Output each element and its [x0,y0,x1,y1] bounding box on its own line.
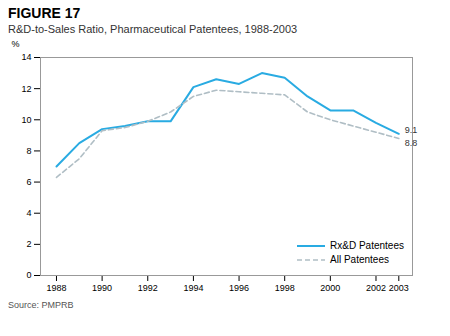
svg-text:9.1: 9.1 [405,125,418,135]
svg-text:6: 6 [26,177,31,187]
svg-text:8: 8 [26,146,31,156]
svg-text:1996: 1996 [229,283,249,293]
svg-text:14: 14 [21,52,31,62]
svg-text:0: 0 [26,270,31,280]
svg-text:2003: 2003 [389,283,409,293]
html-text:R&D-to-Sales Ratio, Pharmaceut: R&D-to-Sales Ratio, Pharmaceutical Paten… [8,23,298,35]
svg-text:12: 12 [21,84,31,94]
svg-text:8.8: 8.8 [405,138,418,148]
svg-text:4: 4 [26,208,31,218]
svg-text:1988: 1988 [46,283,66,293]
svg-text:2000: 2000 [320,283,340,293]
svg-text:2002: 2002 [366,283,386,293]
svg-text:1992: 1992 [138,283,158,293]
svg-text:1994: 1994 [183,283,203,293]
svg-text:10: 10 [21,115,31,125]
svg-text:1990: 1990 [92,283,112,293]
html-text:All Patentees: All Patentees [330,254,389,265]
html-text:Source: PMPRB: Source: PMPRB [8,300,74,310]
svg-text:%: % [12,39,20,49]
svg-text:2: 2 [26,239,31,249]
svg-text:1998: 1998 [275,283,295,293]
html-text:Rx&D Patentees: Rx&D Patentees [330,240,404,251]
html-text:FIGURE 17: FIGURE 17 [8,5,81,21]
